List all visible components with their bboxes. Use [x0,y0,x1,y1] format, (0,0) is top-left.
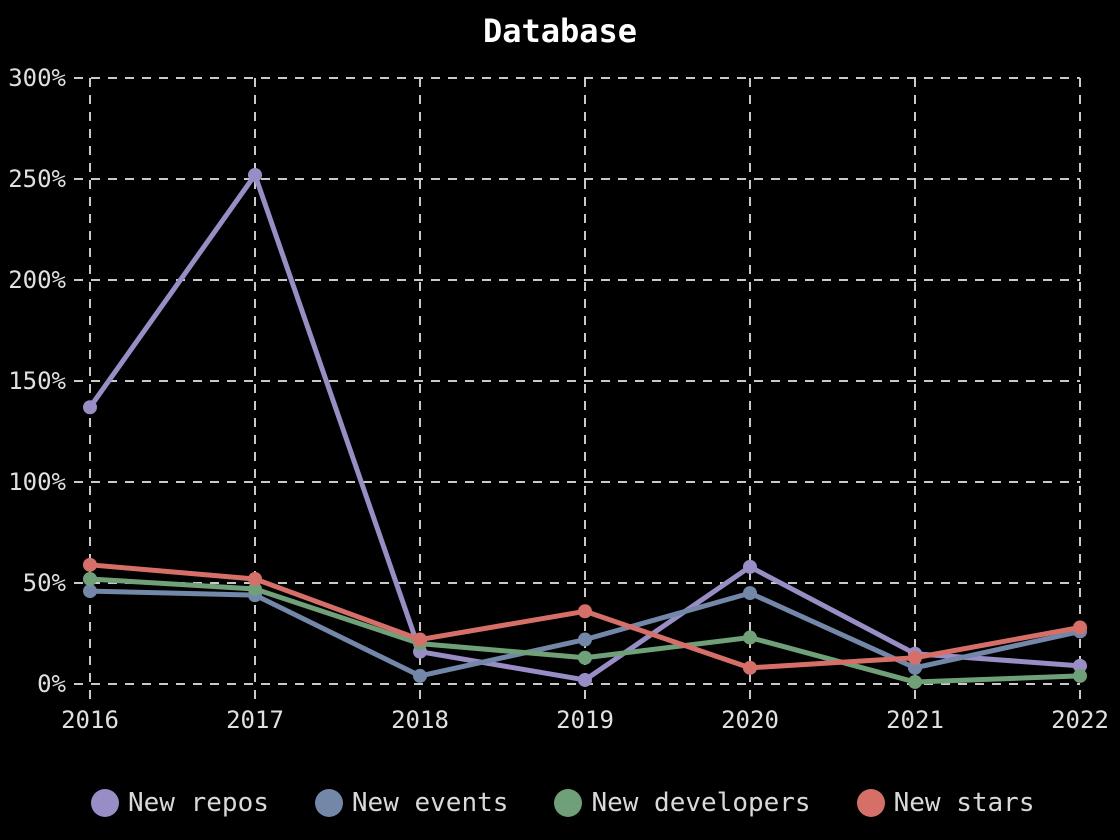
x-tick-label: 2018 [391,706,449,734]
data-point-new-stars-2021[interactable] [908,650,922,665]
data-point-new-repos-2022[interactable] [1073,658,1087,673]
y-tick-label: 200% [8,266,66,294]
y-tick-label: 250% [8,165,66,193]
legend-item-new-developers[interactable]: New developers [554,788,811,818]
data-point-new-events-2019[interactable] [578,632,592,647]
y-tick-label: 50% [23,569,67,597]
legend-dot-icon [91,789,119,817]
y-tick-label: 300% [8,64,66,92]
x-tick-label: 2016 [61,706,119,734]
legend-label: New stars [893,788,1035,818]
legend-item-new-stars[interactable]: New stars [856,788,1035,818]
data-point-new-repos-2016[interactable] [83,400,97,415]
y-tick-label: 150% [8,367,66,395]
data-point-new-repos-2017[interactable] [248,167,262,182]
y-tick-label: 100% [8,468,66,496]
legend-item-new-repos[interactable]: New repos [91,788,269,818]
data-point-new-developers-2019[interactable] [578,650,592,665]
x-tick-label: 2017 [226,706,284,734]
y-tick-label: 0% [37,670,66,698]
data-point-new-repos-2019[interactable] [578,672,592,687]
data-point-new-stars-2016[interactable] [83,557,97,572]
data-point-new-events-2020[interactable] [743,586,757,601]
x-tick-label: 2019 [556,706,614,734]
data-point-new-events-2016[interactable] [83,584,97,599]
data-point-new-developers-2022[interactable] [1073,668,1087,683]
legend-dot-icon [554,789,583,817]
legend-label: New repos [128,788,269,818]
x-tick-label: 2020 [721,706,779,734]
data-point-new-stars-2020[interactable] [743,660,757,675]
data-point-new-events-2021[interactable] [908,660,922,675]
legend: New repos New events New developers New sta… [91,788,1034,818]
legend-item-new-events[interactable]: New events [314,788,509,818]
data-point-new-developers-2020[interactable] [743,630,757,645]
data-point-new-repos-2020[interactable] [743,559,757,574]
legend-dot-icon [314,789,343,817]
data-point-new-stars-2019[interactable] [578,604,592,619]
data-point-new-events-2018[interactable] [413,668,427,683]
chart-title: Database [482,12,638,50]
data-point-new-stars-2017[interactable] [248,571,262,586]
x-tick-label: 2021 [886,706,944,734]
line-chart-plot-area: 0% 50% 100% 150% 200% 250% 300% 2016 2017 2018 201… [8,64,1109,734]
data-point-new-developers-2021[interactable] [908,674,922,689]
x-tick-label: 2022 [1051,706,1109,734]
data-point-new-stars-2018[interactable] [413,632,427,647]
legend-dot-icon [856,789,885,817]
data-point-new-stars-2022[interactable] [1073,620,1087,635]
legend-label: New events [351,788,509,818]
legend-label: New developers [591,788,811,818]
data-point-new-developers-2016[interactable] [83,571,97,586]
data-point-new-developers-2017[interactable] [248,582,262,597]
